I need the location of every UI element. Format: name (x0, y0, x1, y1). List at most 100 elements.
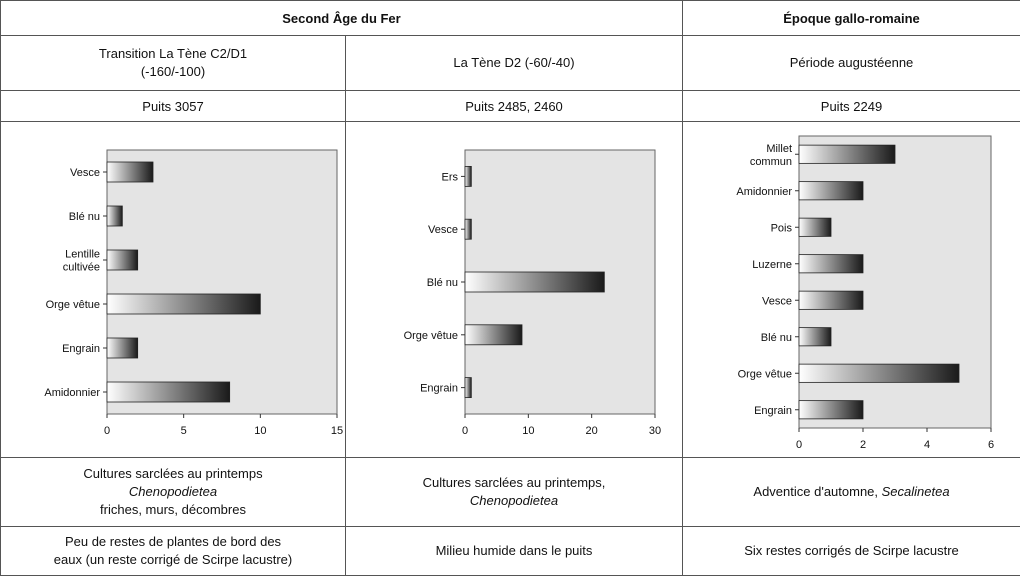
ecology-1-line1: Cultures sarclées au printemps (83, 466, 263, 481)
well-label-3: Puits 2249 (682, 90, 1020, 122)
category-label-line: Vesce (428, 224, 458, 236)
bar (798, 181, 864, 201)
x-tick-label: 20 (586, 425, 598, 437)
bar (106, 293, 261, 315)
period-3-line1: Période augustéenne (789, 55, 914, 70)
x-tick-label: 10 (522, 425, 534, 437)
remark-1-line2: eaux (un reste corrigé de Scirpe lacustr… (53, 552, 293, 567)
x-tick-label: 30 (649, 425, 661, 437)
category-label-line: Millet (766, 143, 792, 155)
category-label: Lentille cultivée (63, 249, 100, 274)
bar-chart-well-2485-2460: Ers Vesce Blé nu Orge vêtue Engrain 0 10 20 30 (404, 149, 661, 437)
ecology-cell-1: Cultures sarclées au printemps Chenopodi… (0, 457, 346, 527)
bar (106, 161, 154, 183)
remark-cell-3: Six restes corrigés de Scirpe lacustre (682, 526, 1020, 576)
bar (464, 166, 472, 187)
category-label-line: Orge vêtue (46, 299, 100, 311)
ecology-1-line3: friches, murs, décombres (100, 502, 246, 517)
category-label-line: cultivée (63, 262, 100, 274)
plot-area (106, 149, 338, 415)
x-tick-label: 0 (796, 439, 802, 451)
category-label-line: Lentille (65, 249, 100, 261)
category-label-line: Vesce (70, 167, 100, 179)
bar (798, 327, 832, 347)
category-label-line: Amidonnier (44, 387, 100, 399)
period-1-line2: (-160/-100) (140, 64, 206, 79)
category-label-line: Engrain (754, 405, 792, 417)
remark-cell-2: Milieu humide dans le puits (345, 526, 683, 576)
gallo-roman-header: Époque gallo-romaine (682, 0, 1020, 36)
x-tick-label: 0 (104, 425, 110, 437)
category-label-line: Engrain (420, 383, 458, 395)
category-label-line: Blé nu (69, 211, 100, 223)
category-label: Engrain (420, 383, 458, 395)
x-tick-label: 4 (924, 439, 930, 451)
category-label: Amidonnier (44, 387, 100, 399)
category-label-line: Blé nu (761, 332, 792, 344)
category-label-line: Luzerne (752, 259, 792, 271)
bar (106, 249, 139, 271)
x-tick-label: 10 (254, 425, 266, 437)
remark-2-line1: Milieu humide dans le puits (435, 543, 593, 558)
category-label-line: Amidonnier (736, 186, 792, 198)
ecology-cell-3: Adventice d'automne, Secalinetea (682, 457, 1020, 527)
category-label: Blé nu (427, 277, 458, 289)
bar (464, 271, 605, 293)
well-label-1: Puits 3057 (0, 90, 346, 122)
ecology-2-italic: Chenopodietea (469, 493, 559, 508)
bar (464, 218, 472, 240)
remark-cell-1: Peu de restes de plantes de bord des eau… (0, 526, 346, 576)
bar (798, 144, 896, 164)
category-label-line: Blé nu (427, 277, 458, 289)
ecology-1-italic: Chenopodietea (128, 484, 218, 499)
bar (798, 400, 864, 420)
period-cell-3: Période augustéenne (682, 35, 1020, 91)
bar (798, 363, 960, 383)
chart-cell-1: Vesce Blé nu Lentille cultivée Orge vêtue Eng… (0, 121, 346, 458)
category-label: Vesce (762, 295, 792, 307)
category-label: Orge vêtue (738, 368, 792, 380)
period-2-line1: La Tène D2 (-60/-40) (453, 55, 575, 70)
period-1-line1: Transition La Tène C2/D1 (98, 46, 248, 61)
bar (798, 217, 832, 237)
category-label-line: Orge vêtue (738, 368, 792, 380)
iron-age-header: Second Âge du Fer (0, 0, 683, 36)
category-label: Amidonnier (736, 186, 792, 198)
category-label: Orge vêtue (404, 330, 458, 342)
category-label-line: Engrain (62, 343, 100, 355)
period-cell-2: La Tène D2 (-60/-40) (345, 35, 683, 91)
bar (106, 337, 139, 359)
bar (798, 254, 864, 274)
ecology-3-prefix: Adventice d'automne, (753, 484, 882, 499)
category-label: Ers (442, 171, 459, 183)
plot-area (798, 135, 992, 429)
x-tick-label: 0 (462, 425, 468, 437)
bar (464, 324, 523, 346)
ecology-2-line1: Cultures sarclées au printemps, (422, 475, 606, 490)
well-label-2: Puits 2485, 2460 (345, 90, 683, 122)
chart-cell-3: Millet commun Amidonnier Pois Luzerne Vesce Bl… (682, 121, 1020, 458)
category-label-line: Vesce (762, 295, 792, 307)
x-tick-label: 6 (988, 439, 994, 451)
category-label: Orge vêtue (46, 299, 100, 311)
x-tick-label: 15 (331, 425, 343, 437)
period-cell-1: Transition La Tène C2/D1 (-160/-100) (0, 35, 346, 91)
remark-1-line1: Peu de restes de plantes de bord des (64, 534, 282, 549)
category-label-line: commun (750, 156, 792, 168)
bar (106, 381, 231, 403)
category-label: Engrain (754, 405, 792, 417)
category-label: Luzerne (752, 259, 792, 271)
category-label-line: Pois (771, 222, 793, 234)
chart-cell-2: Ers Vesce Blé nu Orge vêtue Engrain 0 10 20 30 (345, 121, 683, 458)
category-label: Vesce (428, 224, 458, 236)
category-label-line: Orge vêtue (404, 330, 458, 342)
ecology-1-line2: Chenopodietea (7, 483, 339, 501)
category-label: Vesce (70, 167, 100, 179)
category-label: Blé nu (69, 211, 100, 223)
bar-chart-well-3057: Vesce Blé nu Lentille cultivée Orge vêtue Eng… (44, 149, 343, 437)
ecology-cell-2: Cultures sarclées au printemps, Chenopod… (345, 457, 683, 527)
category-label: Pois (771, 222, 793, 234)
ecology-2-line2: Chenopodietea (352, 492, 676, 510)
category-label: Engrain (62, 343, 100, 355)
